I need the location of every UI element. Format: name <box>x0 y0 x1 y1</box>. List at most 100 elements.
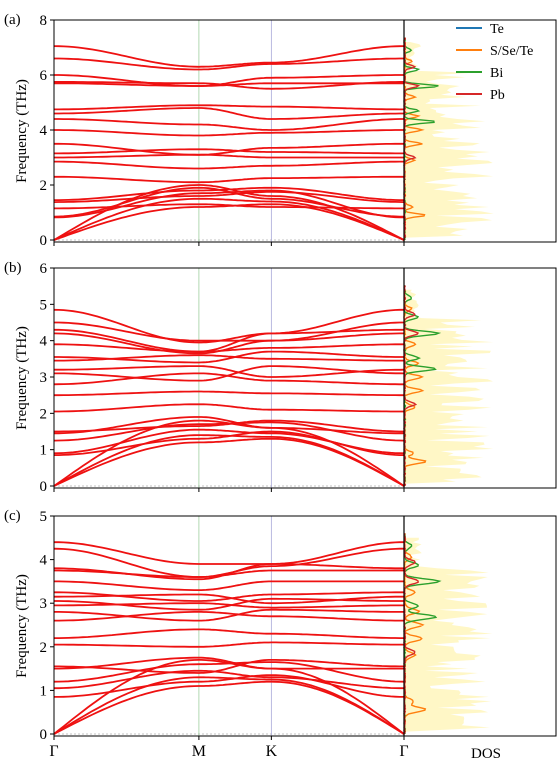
band-line <box>54 608 404 622</box>
band-line <box>54 580 404 591</box>
band-line <box>54 160 404 170</box>
band-line <box>54 656 404 670</box>
band-line <box>53 190 405 203</box>
band-line <box>53 372 404 386</box>
dos-region <box>403 285 494 487</box>
dos-fill <box>404 42 494 240</box>
legend-label: Te <box>490 22 504 37</box>
band-curves <box>53 45 405 241</box>
band-line <box>54 107 404 120</box>
legend-item: Te <box>456 22 504 37</box>
band-line <box>54 350 404 364</box>
y-tick-label: 2 <box>40 406 48 422</box>
band-line <box>53 676 405 735</box>
y-tick-label: 6 <box>40 261 48 277</box>
band-curves <box>53 308 405 487</box>
band-line <box>54 365 405 382</box>
panels: 0 2 4 6 8 (a) Frequency (THz) 0 1 2 3 4 5 6 (b) Frequen… <box>4 12 557 762</box>
y-tick-label: 0 <box>40 727 48 743</box>
band-line <box>54 591 404 602</box>
legend-item: Bi <box>456 66 503 81</box>
plot-frame <box>53 515 557 737</box>
band-line <box>54 669 404 690</box>
band-line <box>54 602 404 609</box>
plot-frame <box>53 19 557 243</box>
panel-2: 0 1 2 3 4 5 6 (b) Frequency (THz) <box>4 260 557 495</box>
y-axis-label: Frequency (THz) <box>14 79 30 183</box>
band-line <box>54 641 404 648</box>
band-line <box>53 659 405 735</box>
band-line <box>54 81 404 90</box>
band-line <box>54 541 404 565</box>
y-tick-label: 4 <box>40 553 48 569</box>
y-tick-label: 1 <box>40 683 48 699</box>
y-tick-label: 0 <box>40 479 48 495</box>
band-line <box>54 628 404 639</box>
y-tick-label: 5 <box>40 297 48 313</box>
x-tick-label: M <box>192 743 206 760</box>
band-line <box>54 593 404 605</box>
legend-label: Bi <box>490 66 503 81</box>
band-line <box>54 129 404 137</box>
dos-label: DOS <box>471 746 501 762</box>
panel-3: 0 1 2 3 4 5 (c) Frequency (THz) Γ M K Γ DOS <box>4 508 557 762</box>
band-line <box>54 186 404 202</box>
band-line <box>53 308 404 344</box>
band-line <box>54 321 404 342</box>
band-line <box>54 390 404 397</box>
band-line <box>54 82 404 87</box>
y-tick-label: 2 <box>40 178 48 194</box>
y-tick-label: 4 <box>40 334 48 350</box>
y-tick-label: 5 <box>40 509 48 525</box>
dos-fill <box>404 289 494 486</box>
legend: Te S/Se/Te Bi Pb <box>456 22 533 103</box>
band-curves <box>53 541 405 735</box>
band-line <box>54 153 404 159</box>
band-line <box>53 186 404 218</box>
band-line <box>53 547 404 578</box>
band-line <box>53 437 405 487</box>
panel-label: (b) <box>4 260 22 276</box>
band-line <box>54 343 404 353</box>
band-line <box>54 674 404 698</box>
y-tick-label: 3 <box>40 370 48 386</box>
band-line <box>54 403 404 413</box>
panel-1: 0 2 4 6 8 (a) Frequency (THz) <box>4 12 557 249</box>
dos-fill <box>404 537 493 734</box>
band-line <box>54 104 404 111</box>
legend-item: S/Se/Te <box>456 44 533 59</box>
legend-label: Pb <box>490 88 505 103</box>
dos-region <box>403 37 494 241</box>
y-tick-label: 4 <box>40 123 48 139</box>
band-line <box>54 659 404 674</box>
dos-curve-pb <box>403 37 421 241</box>
y-tick-label: 3 <box>40 596 48 612</box>
band-line <box>54 142 404 156</box>
band-line <box>54 57 404 71</box>
band-line <box>54 203 404 210</box>
legend-item: Pb <box>456 88 505 103</box>
dos-region <box>403 533 493 735</box>
plot-frame <box>53 267 557 489</box>
band-line <box>53 45 405 68</box>
y-tick-label: 8 <box>40 13 48 29</box>
y-tick-label: 2 <box>40 640 48 656</box>
y-axis-label: Frequency (THz) <box>14 574 30 678</box>
x-tick-label: K <box>266 743 278 760</box>
panel-label: (c) <box>4 508 21 524</box>
x-tick-label: Γ <box>399 743 408 760</box>
band-line <box>54 74 404 87</box>
legend-label: S/Se/Te <box>490 44 533 59</box>
dos-curve-s-se-te <box>403 533 427 735</box>
y-axis-label: Frequency (THz) <box>14 326 30 430</box>
y-tick-label: 0 <box>40 233 48 249</box>
y-tick-label: 6 <box>40 68 48 84</box>
band-line <box>54 563 404 581</box>
band-line <box>53 428 405 455</box>
band-line <box>54 175 404 184</box>
y-tick-label: 1 <box>40 443 48 459</box>
band-line <box>54 118 404 131</box>
band-line <box>53 332 404 355</box>
band-line <box>54 365 405 378</box>
